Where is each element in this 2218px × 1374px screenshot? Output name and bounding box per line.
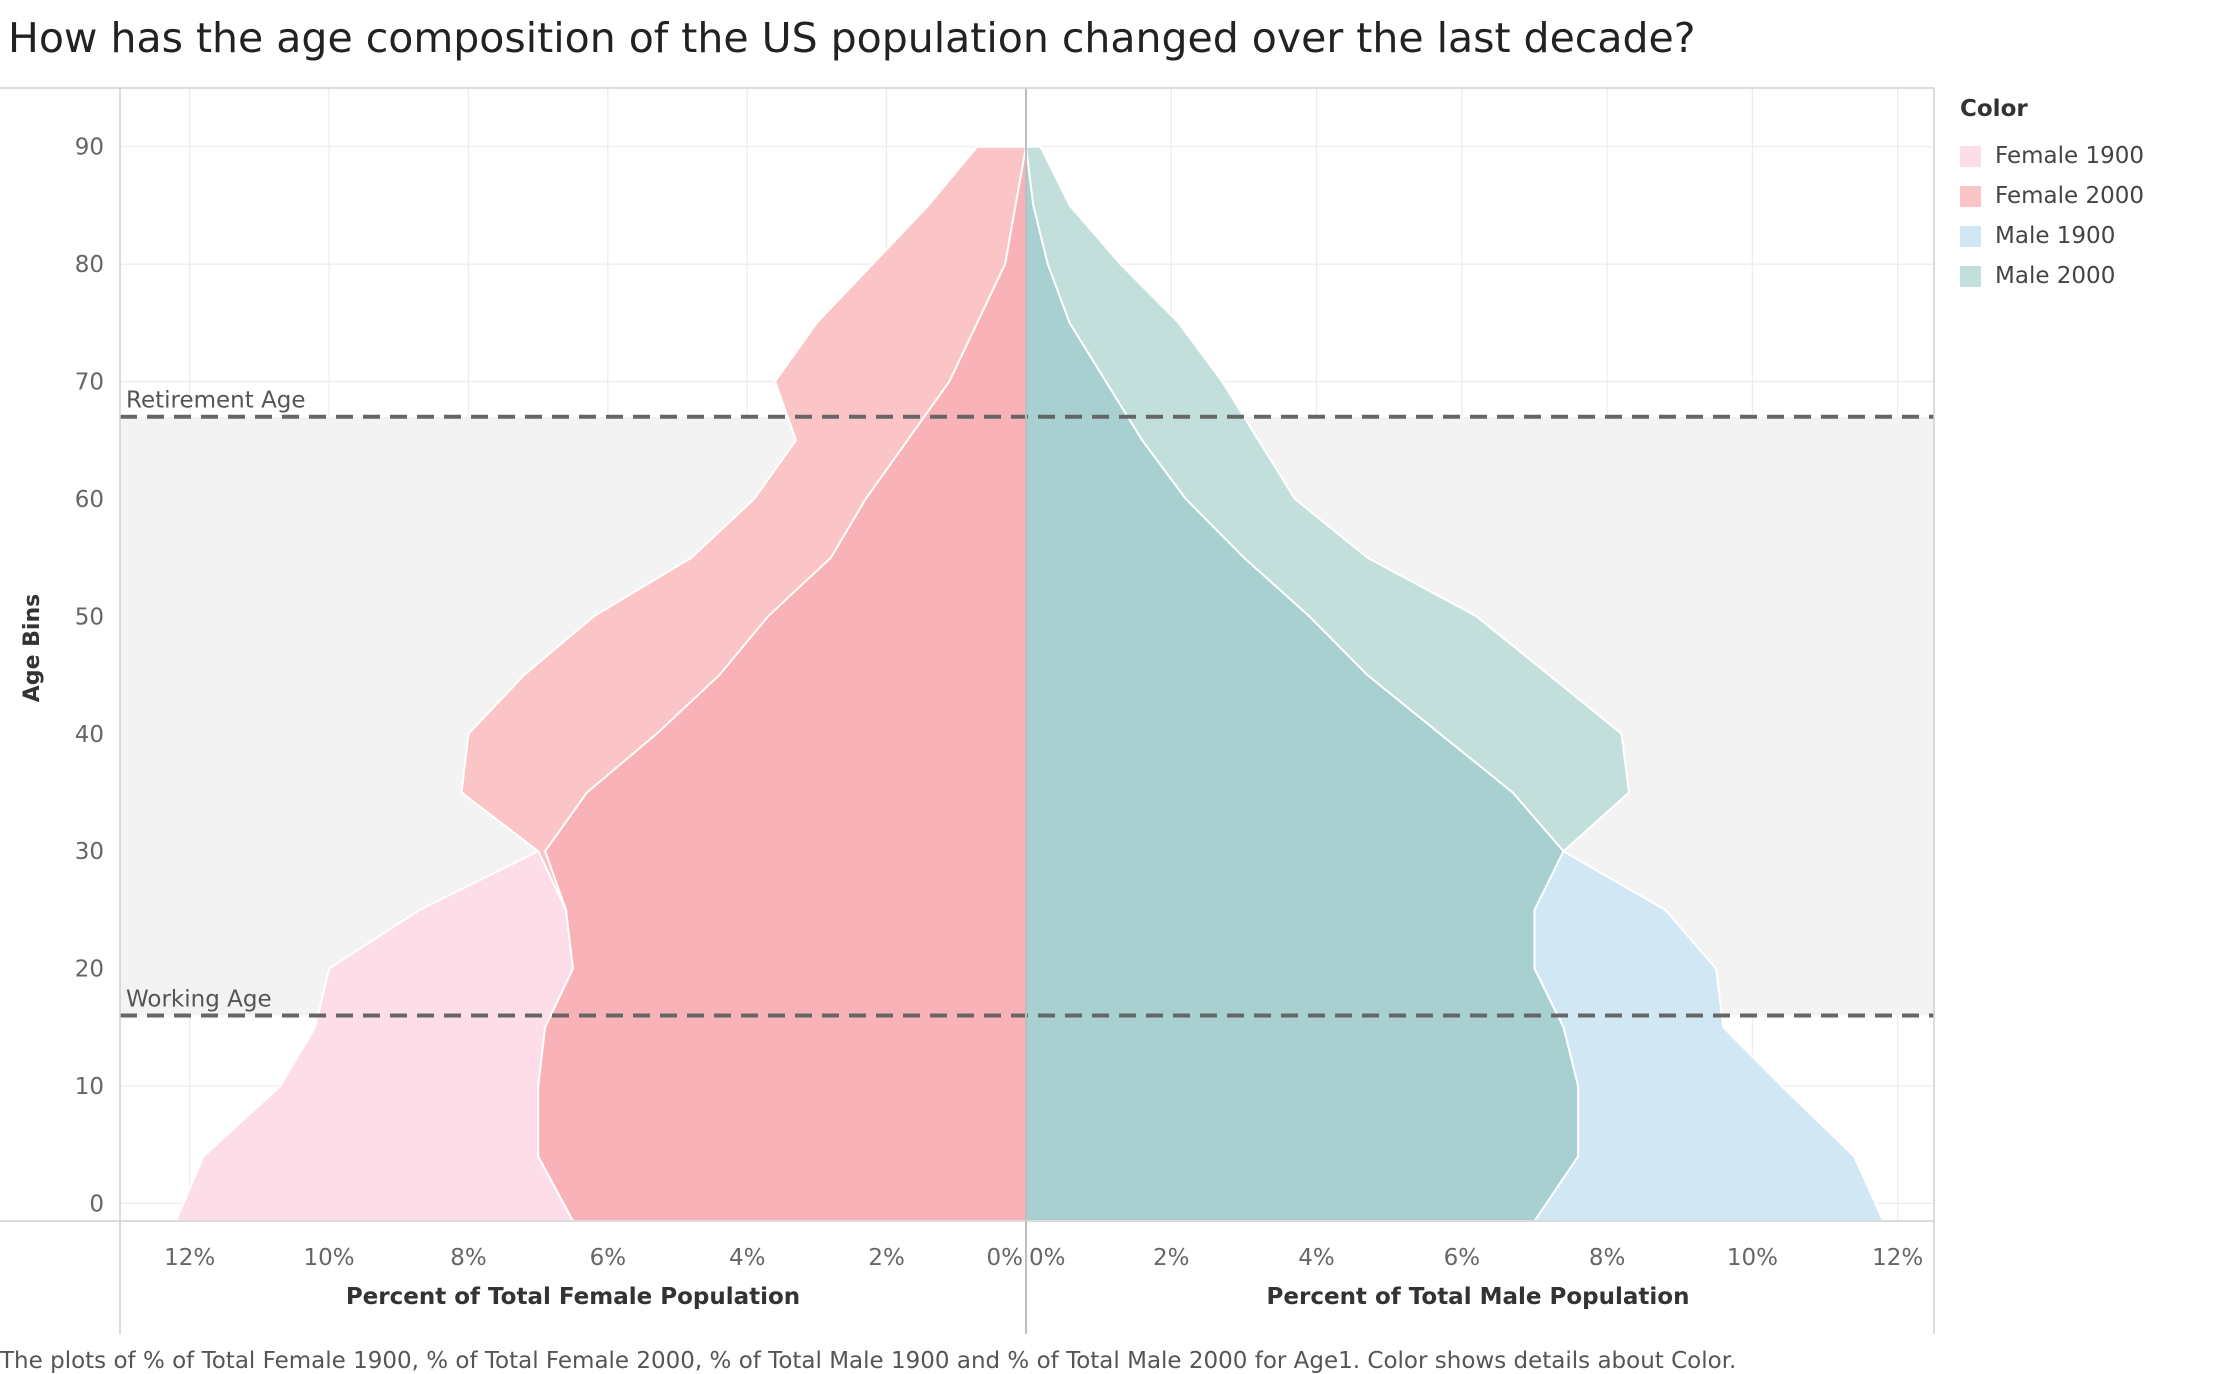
y-tick-label: 20	[75, 957, 104, 983]
female-x-tick-label: 0%	[987, 1245, 1024, 1271]
legend-item-male-2000[interactable]: Male 2000	[1960, 256, 2144, 296]
y-axis-title: Age Bins	[20, 594, 45, 702]
legend-swatch	[1960, 185, 1981, 207]
y-tick-label: 60	[75, 487, 104, 513]
legend-label: Female 2000	[1995, 183, 2145, 209]
male-x-tick-label: 0%	[1029, 1245, 1066, 1271]
male-x-tick-label: 10%	[1727, 1245, 1778, 1271]
legend-item-female-2000[interactable]: Female 2000	[1960, 176, 2144, 216]
chart-title: How has the age composition of the US po…	[8, 14, 1696, 62]
y-tick-label: 90	[75, 135, 104, 161]
legend-swatch	[1960, 145, 1981, 167]
male-x-tick-label: 4%	[1298, 1245, 1335, 1271]
legend-title: Color	[1960, 96, 2028, 122]
female-x-tick-label: 12%	[164, 1245, 215, 1271]
legend: Color Female 1900 Female 2000 Male 1900 …	[1960, 96, 2144, 296]
y-tick-label: 70	[75, 370, 104, 396]
female-x-tick-label: 10%	[304, 1245, 355, 1271]
male-x-tick-label: 12%	[1872, 1245, 1923, 1271]
legend-item-female-1900[interactable]: Female 1900	[1960, 136, 2144, 176]
male-x-tick-label: 2%	[1153, 1245, 1190, 1271]
y-tick-label: 30	[75, 839, 104, 865]
legend-label: Male 1900	[1995, 223, 2116, 249]
y-tick-label: 80	[75, 252, 104, 278]
legend-item-male-1900[interactable]: Male 1900	[1960, 216, 2144, 256]
female-x-axis-title: Percent of Total Female Population	[346, 1284, 800, 1310]
female-x-tick-label: 2%	[868, 1245, 905, 1271]
male-x-tick-label: 6%	[1444, 1245, 1481, 1271]
legend-label: Female 1900	[1995, 143, 2145, 169]
area-male-2000-core	[1025, 145, 1580, 1222]
y-tick-label: 0	[89, 1191, 104, 1217]
female-x-tick-label: 4%	[729, 1245, 766, 1271]
population-pyramid-chart: Retirement Age Working Age 0 10 20 30 40 50 60 7…	[0, 87, 1935, 1334]
female-x-tick-label: 6%	[590, 1245, 627, 1271]
legend-label: Male 2000	[1995, 263, 2116, 289]
female-x-tick-label: 8%	[450, 1245, 487, 1271]
male-x-axis-title: Percent of Total Male Population	[1267, 1284, 1690, 1310]
retirement-age-label: Retirement Age	[126, 388, 306, 414]
working-age-label: Working Age	[126, 987, 272, 1013]
area-series-layer	[174, 145, 1885, 1222]
y-tick-label: 50	[75, 604, 104, 630]
axes: 0 10 20 30 40 50 60 70 80 90 12% 10% 8% 6% 4% 2% 0% 0% 2% 4…	[0, 87, 1935, 1334]
area-female-2000-core	[537, 145, 1027, 1222]
y-tick-label: 40	[75, 722, 104, 748]
legend-swatch	[1960, 225, 1981, 247]
male-x-tick-label: 8%	[1589, 1245, 1626, 1271]
legend-swatch	[1960, 265, 1981, 287]
chart-caption: The plots of % of Total Female 1900, % o…	[0, 1348, 1737, 1374]
y-tick-label: 10	[75, 1074, 104, 1100]
